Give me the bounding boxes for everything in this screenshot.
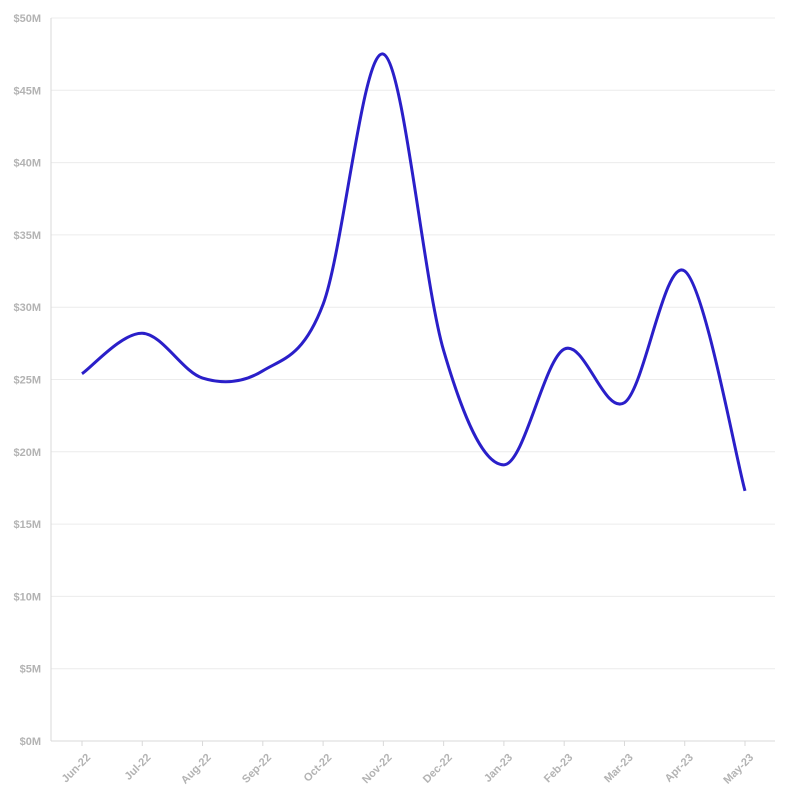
y-tick-label: $15M xyxy=(13,519,41,531)
x-tick-label: Jun-22 xyxy=(60,752,94,786)
y-tick-label: $25M xyxy=(13,375,41,387)
series-lines xyxy=(78,50,749,495)
x-tick-label: Apr-23 xyxy=(663,752,696,785)
x-tick-label: Nov-22 xyxy=(360,752,394,786)
x-tick-label: Jan-23 xyxy=(482,752,515,785)
data-point[interactable] xyxy=(440,347,448,355)
x-tick-label: Dec-22 xyxy=(421,752,455,786)
data-point[interactable] xyxy=(259,367,267,375)
data-point[interactable] xyxy=(500,461,508,469)
y-tick-label: $45M xyxy=(13,85,41,97)
x-tick-label: Feb-23 xyxy=(542,752,576,786)
x-axis-tick-labels: Jun-22 Jul-22 Aug-22 Sep-22 Oct-22 Nov-22 Dec-… xyxy=(60,752,757,787)
y-tick-label: $30M xyxy=(13,302,41,314)
data-point[interactable] xyxy=(319,300,327,308)
y-tick-label: $50M xyxy=(13,13,41,25)
x-tick-label: Sep-22 xyxy=(240,752,274,786)
y-tick-label: $20M xyxy=(13,447,41,459)
x-tick-label: Oct-22 xyxy=(302,752,335,785)
data-point[interactable] xyxy=(199,374,207,382)
data-point[interactable] xyxy=(138,329,146,337)
data-point[interactable] xyxy=(681,267,689,275)
data-point[interactable] xyxy=(560,345,568,353)
x-tick-label: May-23 xyxy=(721,752,756,787)
y-tick-label: $35M xyxy=(13,230,41,242)
data-point[interactable] xyxy=(620,399,628,407)
data-point[interactable] xyxy=(741,487,749,495)
x-tick-label: Jul-22 xyxy=(123,752,154,783)
series-line xyxy=(81,52,747,492)
y-tick-label: $40M xyxy=(13,158,41,170)
x-tick-label: Aug-22 xyxy=(179,752,214,787)
axes xyxy=(50,18,775,746)
y-axis-tick-labels: $0M $5M $10M $15M $20M $25M $30M $35M $40M $45M $5… xyxy=(13,13,41,748)
y-tick-label: $5M xyxy=(20,664,41,676)
data-point[interactable] xyxy=(78,370,86,378)
y-tick-label: $0M xyxy=(20,736,41,748)
grid-lines xyxy=(51,17,775,670)
data-point[interactable] xyxy=(379,50,387,58)
y-tick-label: $10M xyxy=(13,591,41,603)
x-tick-label: Mar-23 xyxy=(602,752,636,786)
